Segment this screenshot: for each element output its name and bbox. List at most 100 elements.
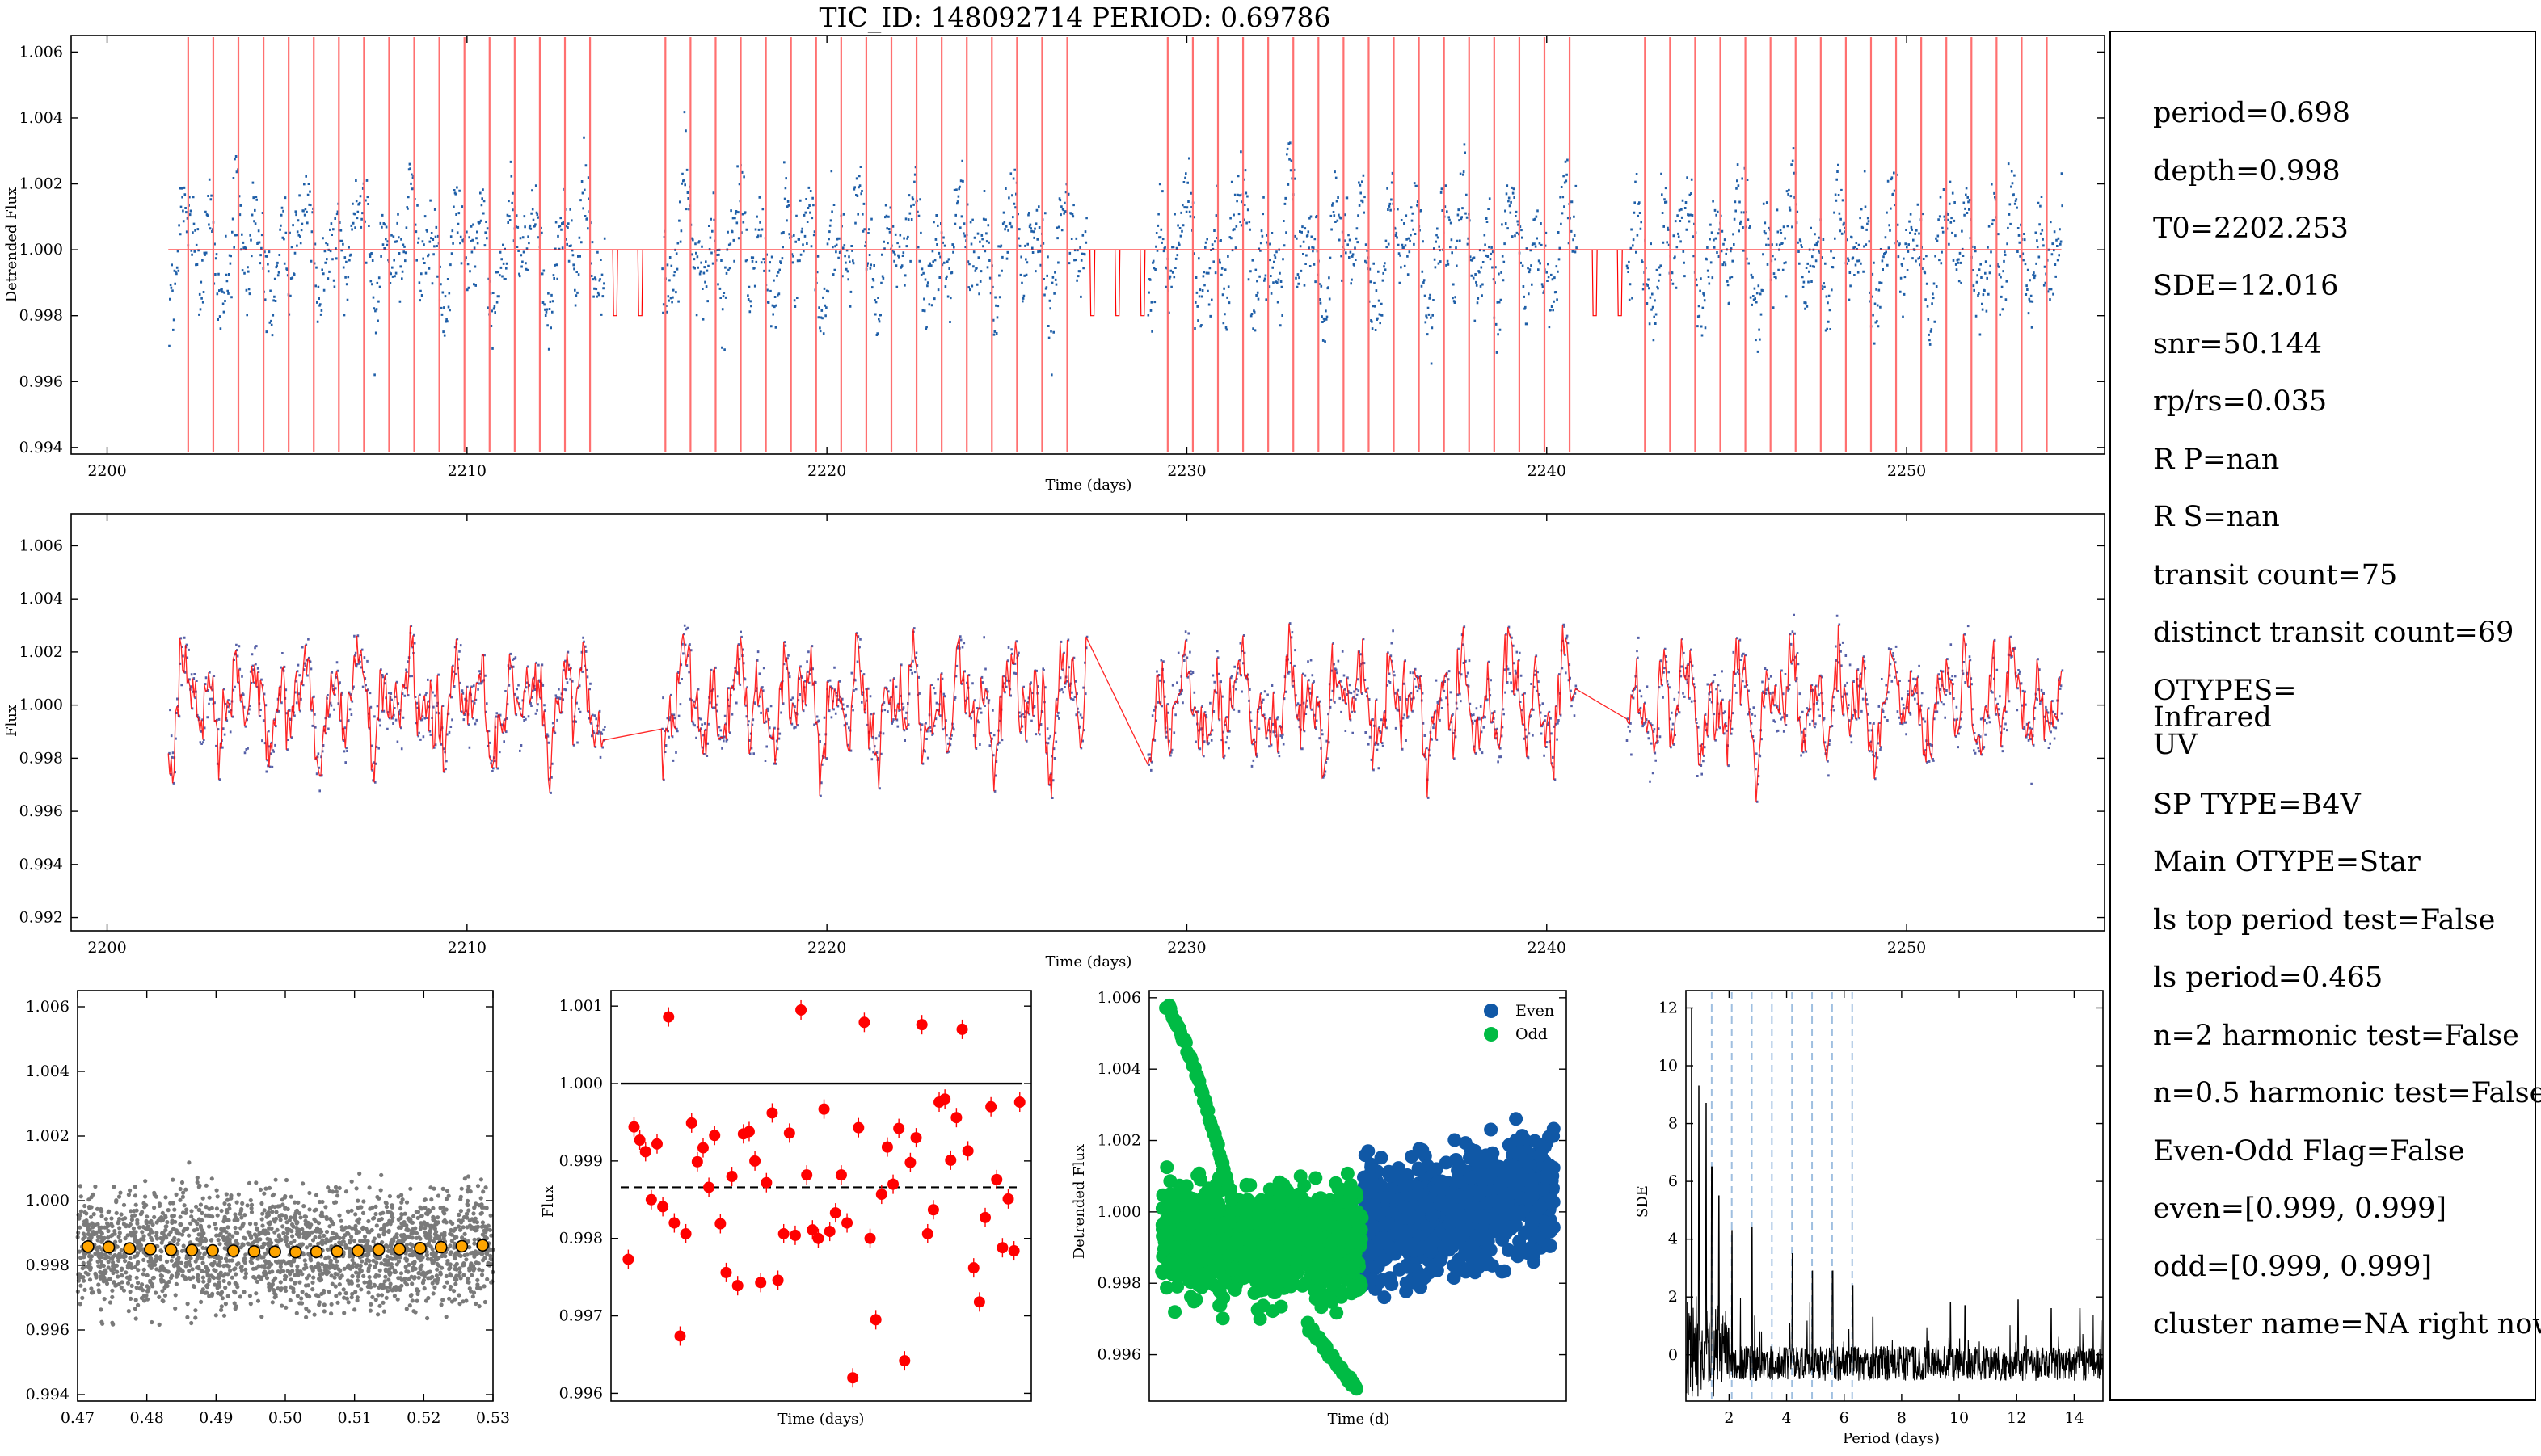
panel3-folded-point (141, 1257, 146, 1262)
panel3-folded-point (218, 1270, 223, 1275)
panel3-folded-point (133, 1185, 137, 1189)
panel3-folded-point (227, 1281, 232, 1286)
panel3-folded-point (341, 1235, 346, 1240)
panel3-folded-point (413, 1310, 418, 1315)
panel3-xtick-label: 0.51 (338, 1409, 372, 1427)
panel3-folded-point (189, 1209, 194, 1214)
panel3-folded-point (174, 1192, 179, 1197)
panel3-folded-point (420, 1281, 426, 1286)
panel3-folded-point (448, 1284, 453, 1290)
panel5-odd-point (1228, 1282, 1242, 1297)
panel3-folded-point (482, 1228, 487, 1233)
panel3-folded-point (377, 1273, 381, 1278)
panel3-folded-point (338, 1275, 343, 1281)
panel5-even-point (1498, 1207, 1513, 1222)
panel3-folded-point (195, 1180, 200, 1185)
panel3-folded-point (458, 1227, 463, 1232)
panel3-folded-point (324, 1216, 329, 1222)
panel3-folded-point (125, 1265, 130, 1270)
panel3-folded-point (383, 1274, 388, 1279)
panel5-odd-point (1311, 1271, 1325, 1286)
info-sp-type: SP TYPE=B4V (2153, 789, 2361, 821)
panel3-folded-point (355, 1295, 360, 1300)
panel3-folded-point (381, 1232, 386, 1237)
panel3-folded-point (328, 1217, 333, 1222)
panel3-folded-point (328, 1258, 333, 1263)
panel3-folded-point (251, 1274, 256, 1280)
panel3-folded-point (190, 1267, 195, 1272)
panel3-folded-point (247, 1222, 253, 1227)
panel3-folded-point (104, 1225, 109, 1230)
panel3-folded-point (424, 1234, 428, 1239)
panel3-folded-point (353, 1227, 358, 1232)
panel3-folded-point (460, 1235, 465, 1240)
panel6-ytick-label: 12 (1658, 999, 1678, 1016)
panel5-even-point (1480, 1196, 1494, 1210)
panel3-folded-point (447, 1296, 452, 1301)
panel3-folded-point (87, 1277, 93, 1282)
panel2-ytick-label: 0.998 (19, 749, 63, 767)
panel3-folded-point (153, 1262, 158, 1267)
panel3-folded-point (171, 1201, 175, 1206)
panel3-folded-point (241, 1243, 246, 1248)
panel3-folded-point (126, 1193, 131, 1197)
panel3-folded-point (368, 1206, 373, 1211)
panel3-folded-point (396, 1217, 401, 1222)
panel3-folded-point (399, 1277, 404, 1282)
panel3-folded-point (98, 1276, 103, 1281)
panel3-folded-point (357, 1217, 362, 1222)
panel5-even-point (1381, 1164, 1396, 1179)
panel3-folded-point (255, 1298, 261, 1303)
panel3-folded-point (379, 1293, 385, 1298)
info-distinct-transit-count: distinct transit count=69 (2153, 616, 2514, 649)
panel3-folded-point (398, 1271, 404, 1276)
panel3-folded-point (140, 1247, 145, 1252)
panel3-ytick-label: 1.004 (26, 1063, 70, 1080)
panel3-folded-point (334, 1294, 339, 1298)
panel3-folded-point (213, 1226, 218, 1231)
panel3-folded-point (277, 1204, 282, 1209)
panel3-folded-point (373, 1265, 377, 1269)
panel3-folded-point (254, 1235, 259, 1239)
panel3-folded-point (366, 1218, 371, 1224)
panel3-folded-point (78, 1225, 82, 1230)
panel3-folded-point (255, 1256, 260, 1261)
panel1-xtick-label: 2200 (87, 462, 126, 480)
panel5-odd-point (1222, 1248, 1237, 1263)
panel3-folded-point (385, 1254, 390, 1259)
info-depth: depth=0.998 (2153, 155, 2341, 187)
panel3-folded-point (262, 1273, 267, 1277)
panel3-folded-point (78, 1184, 82, 1189)
panel3-folded-point (295, 1294, 300, 1298)
panel3-binned-point (206, 1243, 219, 1257)
panel3-folded-point (84, 1211, 89, 1216)
panel1-xtick-label: 2210 (448, 462, 487, 480)
panel5-even-point (1367, 1197, 1381, 1212)
panel3-folded-point (248, 1197, 253, 1203)
panel5-even-point (1440, 1176, 1455, 1190)
panel3-folded-point (99, 1214, 104, 1218)
panel3-folded-point (205, 1282, 210, 1287)
panel3-folded-point (299, 1301, 305, 1306)
panel3-folded-point (207, 1224, 212, 1229)
panel3-folded-point (133, 1265, 138, 1269)
panel5-odd-point (1161, 1224, 1174, 1239)
panel1-ytick-label: 0.996 (19, 372, 63, 390)
panel5-odd-point (1250, 1302, 1265, 1317)
panel4-depth-point (755, 1277, 767, 1289)
panel3-folded-point (445, 1261, 450, 1266)
panel3-folded-point (390, 1256, 395, 1261)
panel1-model-dip (1115, 250, 1121, 317)
panel3-folded-point (187, 1233, 192, 1238)
panel3-folded-point (365, 1239, 370, 1243)
panel3-folded-point (259, 1315, 264, 1319)
panel2-xtick-label: 2220 (807, 939, 846, 957)
panel3-folded-point (120, 1280, 124, 1285)
panel3-folded-point (197, 1183, 202, 1188)
figure-title: TIC_ID: 148092714 PERIOD: 0.69786 (819, 2, 1330, 34)
panel3-folded-point (478, 1196, 483, 1201)
panel5-odd-point (1339, 1260, 1354, 1275)
panel3-folded-point (213, 1282, 217, 1287)
panel3-folded-point (175, 1241, 180, 1247)
panel3-folded-point (180, 1269, 185, 1273)
